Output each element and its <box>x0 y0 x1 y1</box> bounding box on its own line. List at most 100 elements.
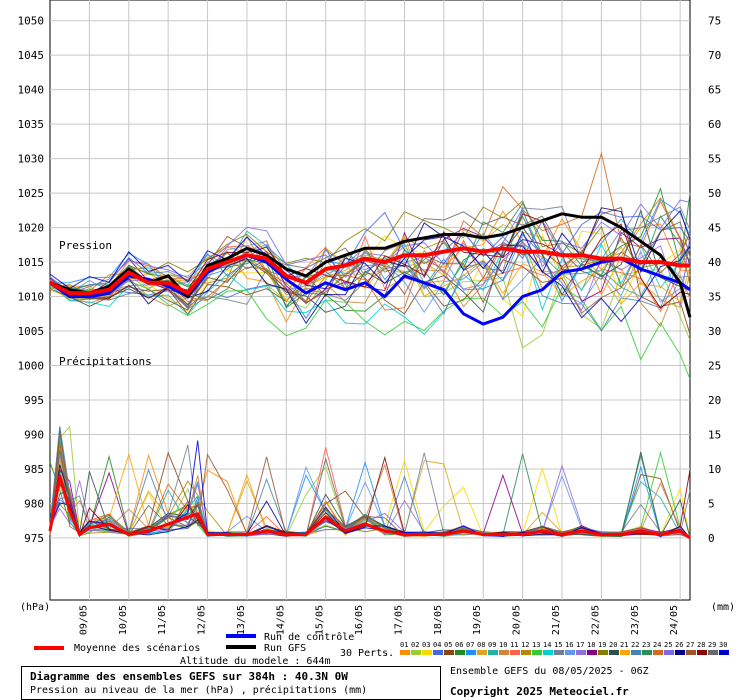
perturbation-pressure-line <box>49 213 691 309</box>
right-tick-label: 30 <box>708 325 721 338</box>
copyright: Copyright 2025 Meteociel.fr <box>450 685 629 698</box>
left-tick-label: 1045 <box>18 49 45 62</box>
left-tick-label: 975 <box>24 532 44 545</box>
pert-number: 07 <box>466 641 474 649</box>
date-label: 21/05 <box>551 605 562 635</box>
pert-number: 23 <box>642 641 650 649</box>
pert-swatch <box>686 650 696 655</box>
date-label: 15/05 <box>315 605 326 635</box>
pert-number: 21 <box>620 641 628 649</box>
date-labels: 09/05 10/05 11/05 12/05 13/05 14/05 15/05 16/05… <box>78 605 680 635</box>
run-info: Ensemble GEFS du 08/05/2025 - 06Z <box>450 666 649 677</box>
date-label: 23/05 <box>630 605 641 635</box>
right-tick-label: 20 <box>708 394 721 407</box>
left-tick-label: 1020 <box>18 222 45 235</box>
horizontal-grid <box>50 20 690 539</box>
pert-number: 04 <box>433 641 441 649</box>
precip-section-label: Précipitations <box>59 355 152 368</box>
date-label: 16/05 <box>354 605 365 635</box>
right-tick-label: 60 <box>708 118 721 131</box>
date-label: 13/05 <box>236 605 247 635</box>
pert-number: 13 <box>532 641 540 649</box>
legend-control-label: Run de contrôle <box>264 631 354 643</box>
right-tick-label: 65 <box>708 84 721 97</box>
right-tick-label: 10 <box>708 463 721 476</box>
right-tick-label: 15 <box>708 428 721 441</box>
pert-number: 08 <box>477 641 485 649</box>
pert-number: 22 <box>631 641 639 649</box>
pert-number: 14 <box>543 641 551 649</box>
pert-number: 16 <box>565 641 573 649</box>
left-tick-label: 1025 <box>18 187 45 200</box>
pert-swatch <box>477 650 487 655</box>
pert-swatch <box>488 650 498 655</box>
mean-precip-line <box>48 474 691 540</box>
info-box-subtitle: Pression au niveau de la mer (hPa) , pré… <box>30 685 368 696</box>
date-label: 11/05 <box>157 605 168 635</box>
pert-swatch <box>411 650 421 655</box>
pert-number: 02 <box>411 641 419 649</box>
perts-label: 30 Perts. <box>340 648 394 659</box>
date-label: 09/05 <box>78 605 89 635</box>
pert-number: 17 <box>576 641 584 649</box>
right-tick-label: 75 <box>708 15 721 28</box>
pert-number: 01 <box>400 641 408 649</box>
date-label: 20/05 <box>512 605 523 635</box>
mean-pressure-line <box>49 246 690 296</box>
pert-number: 05 <box>444 641 452 649</box>
pert-swatch <box>565 650 575 655</box>
pert-number: 18 <box>587 641 595 649</box>
pert-swatch <box>532 650 542 655</box>
left-tick-label: 1050 <box>18 15 45 28</box>
left-tick-label: 990 <box>24 428 44 441</box>
pert-swatch <box>444 650 454 655</box>
pert-number: 10 <box>499 641 507 649</box>
pert-swatch <box>664 650 674 655</box>
pert-swatch <box>697 650 707 655</box>
left-tick-label: 1015 <box>18 256 45 269</box>
pert-number: 30 <box>719 641 727 649</box>
right-tick-label: 70 <box>708 49 721 62</box>
perturbation-pressure-line <box>49 211 691 311</box>
pert-swatch <box>521 650 531 655</box>
pert-number: 25 <box>664 641 672 649</box>
perturbation-pressure-line <box>49 236 691 323</box>
left-tick-label: 1010 <box>18 291 45 304</box>
pert-swatch <box>642 650 652 655</box>
pert-number: 09 <box>488 641 496 649</box>
pert-swatch <box>455 650 465 655</box>
pert-number: 26 <box>675 641 683 649</box>
legend-gfs-label: Run GFS <box>264 643 306 654</box>
pert-swatch <box>543 650 553 655</box>
pert-number: 12 <box>521 641 529 649</box>
right-tick-label: 35 <box>708 291 721 304</box>
pert-number: 29 <box>708 641 716 649</box>
pressure-section-label: Pression <box>59 239 112 252</box>
info-box-title: Diagramme des ensembles GEFS sur 384h : … <box>30 670 348 683</box>
pert-swatch <box>631 650 641 655</box>
pert-number: 20 <box>609 641 617 649</box>
pert-swatch <box>433 650 443 655</box>
date-label: 18/05 <box>433 605 444 635</box>
legend-mean-label: Moyenne des scénarios <box>74 642 200 654</box>
pert-swatch <box>510 650 520 655</box>
main-series-lines <box>48 212 692 540</box>
pert-number: 24 <box>653 641 661 649</box>
date-label: 14/05 <box>275 605 286 635</box>
pert-number: 15 <box>554 641 562 649</box>
pert-number: 19 <box>598 641 606 649</box>
date-label: 22/05 <box>590 605 601 635</box>
right-tick-label: 0 <box>708 532 715 545</box>
date-label: 12/05 <box>197 605 208 635</box>
pert-swatch <box>400 650 410 655</box>
pert-swatch <box>653 650 663 655</box>
date-label: 10/05 <box>118 605 129 635</box>
right-unit-label: (mm) <box>711 602 735 613</box>
pert-swatch <box>499 650 509 655</box>
pert-swatch <box>675 650 685 655</box>
gfs-run-line <box>49 212 692 318</box>
date-label: 24/05 <box>669 605 680 635</box>
left-tick-label: 980 <box>24 497 44 510</box>
left-tick-label: 1035 <box>18 118 45 131</box>
